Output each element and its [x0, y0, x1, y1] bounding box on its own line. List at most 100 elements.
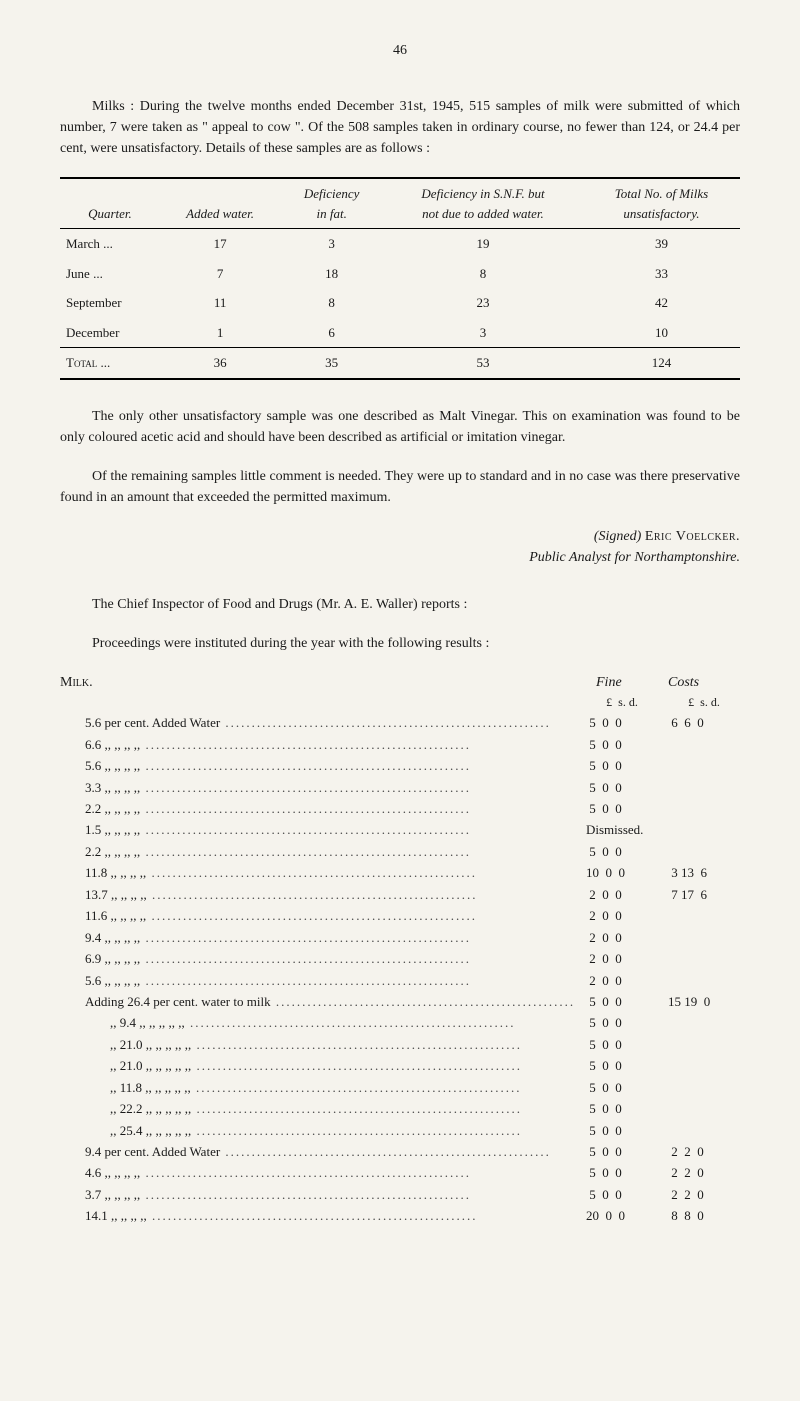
quarter-cell: June ...: [60, 259, 160, 289]
entry-label: 5.6 per cent. Added Water: [60, 712, 576, 733]
entry-label: ,, 11.8 ,, ,, ,, ,, ,,: [60, 1077, 576, 1098]
entry-costs: 2 2 0: [668, 1184, 740, 1205]
entry-fine: 2 0 0: [586, 948, 658, 969]
entry-label: 5.6 ,, ,, ,, ,,: [60, 970, 576, 991]
entry-label: 14.1 ,, ,, ,, ,,: [60, 1205, 576, 1226]
entry-costs: 7 17 6: [668, 884, 740, 905]
value-cell: 18: [280, 259, 383, 289]
col-deficiency-fat: Deficiency in fat.: [280, 178, 383, 229]
entry-label: 4.6 ,, ,, ,, ,,: [60, 1162, 576, 1183]
entry-costs: 3 13 6: [668, 862, 740, 883]
fine-costs-row: 6.6 ,, ,, ,, ,, 5 0 0: [60, 734, 740, 755]
col-deficiency-snf: Deficiency in S.N.F. but not due to adde…: [383, 178, 583, 229]
col-quarter: Quarter.: [60, 178, 160, 229]
para-remaining-samples: Of the remaining samples little comment …: [60, 466, 740, 508]
lsd-fine: £ s. d.: [586, 693, 658, 713]
fine-costs-row: ,, 21.0 ,, ,, ,, ,, ,, 5 0 0: [60, 1034, 740, 1055]
entry-label: 11.6 ,, ,, ,, ,,: [60, 905, 576, 926]
fine-costs-row: 13.7 ,, ,, ,, ,, 2 0 0 7 17 6: [60, 884, 740, 905]
para-malt-vinegar: The only other unsatisfactory sample was…: [60, 406, 740, 448]
entry-label: ,, 21.0 ,, ,, ,, ,, ,,: [60, 1034, 576, 1055]
value-cell: 1: [160, 318, 280, 348]
quarterly-table: Quarter. Added water. Deficiency in fat.…: [60, 177, 740, 380]
costs-header: Costs: [668, 672, 740, 693]
entry-label: ,, 22.2 ,, ,, ,, ,, ,,: [60, 1098, 576, 1119]
value-cell: 8: [280, 288, 383, 318]
table-row: September1182342: [60, 288, 740, 318]
value-cell: 8: [383, 259, 583, 289]
fine-costs-row: Adding 26.4 per cent. water to milk 5 0 …: [60, 991, 740, 1012]
quarter-cell: March ...: [60, 229, 160, 259]
entry-label: Adding 26.4 per cent. water to milk: [60, 991, 576, 1012]
entry-costs: 15 19 0: [668, 991, 740, 1012]
entry-label: 6.6 ,, ,, ,, ,,: [60, 734, 576, 755]
entry-label: 3.7 ,, ,, ,, ,,: [60, 1184, 576, 1205]
signature-name: Eric Voelcker.: [645, 529, 740, 544]
fine-costs-row: 3.7 ,, ,, ,, ,, 5 0 0 2 2 0: [60, 1184, 740, 1205]
fine-costs-row: ,, 25.4 ,, ,, ,, ,, ,, 5 0 0: [60, 1120, 740, 1141]
table-row: December16310: [60, 318, 740, 348]
entry-costs: 2 2 0: [668, 1141, 740, 1162]
entry-fine: 5 0 0: [586, 1012, 658, 1033]
entry-label: 3.3 ,, ,, ,, ,,: [60, 777, 576, 798]
entry-fine: 5 0 0: [586, 1141, 658, 1162]
entry-label: ,, 9.4 ,, ,, ,, ,, ,,: [60, 1012, 576, 1033]
value-cell: 6: [280, 318, 383, 348]
entry-fine: 20 0 0: [586, 1205, 658, 1226]
milk-heading-row: Milk. Fine Costs: [60, 672, 740, 693]
fine-costs-row: 2.2 ,, ,, ,, ,, 5 0 0: [60, 798, 740, 819]
fine-costs-row: 5.6 ,, ,, ,, ,, 2 0 0: [60, 970, 740, 991]
fine-costs-row: 5.6 ,, ,, ,, ,, 5 0 0: [60, 755, 740, 776]
fine-costs-row: 5.6 per cent. Added Water 5 0 0 6 6 0: [60, 712, 740, 733]
col-total-unsat: Total No. of Milks unsatisfactory.: [583, 178, 740, 229]
entry-fine: 2 0 0: [586, 970, 658, 991]
entry-fine: 5 0 0: [586, 1120, 658, 1141]
entry-fine: Dismissed.: [586, 819, 658, 840]
entry-fine: 5 0 0: [586, 712, 658, 733]
entry-label: 9.4 ,, ,, ,, ,,: [60, 927, 576, 948]
signature-signed: (Signed) Eric Voelcker.: [60, 526, 740, 547]
fine-costs-row: ,, 21.0 ,, ,, ,, ,, ,, 5 0 0: [60, 1055, 740, 1076]
value-cell: 3: [383, 318, 583, 348]
entry-fine: 2 0 0: [586, 905, 658, 926]
value-cell: 23: [383, 288, 583, 318]
entry-fine: 5 0 0: [586, 777, 658, 798]
entry-fine: 10 0 0: [586, 862, 658, 883]
value-cell: 33: [583, 259, 740, 289]
entry-costs: 2 2 0: [668, 1162, 740, 1183]
total-fat: 35: [280, 348, 383, 379]
fine-costs-row: 11.8 ,, ,, ,, ,, 10 0 0 3 13 6: [60, 862, 740, 883]
quarter-cell: September: [60, 288, 160, 318]
entry-costs: 6 6 0: [668, 712, 740, 733]
milk-heading: Milk.: [60, 672, 596, 693]
value-cell: 42: [583, 288, 740, 318]
entry-fine: 5 0 0: [586, 1184, 658, 1205]
entry-label: 6.9 ,, ,, ,, ,,: [60, 948, 576, 969]
table-row: March ...1731939: [60, 229, 740, 259]
fine-costs-row: 4.6 ,, ,, ,, ,, 5 0 0 2 2 0: [60, 1162, 740, 1183]
page-number: 46: [60, 40, 740, 61]
fine-costs-row: 11.6 ,, ,, ,, ,, 2 0 0: [60, 905, 740, 926]
entry-fine: 5 0 0: [586, 755, 658, 776]
table-head-row: Quarter. Added water. Deficiency in fat.…: [60, 178, 740, 229]
entry-fine: 2 0 0: [586, 927, 658, 948]
chief-inspector-line: The Chief Inspector of Food and Drugs (M…: [60, 594, 740, 615]
value-cell: 19: [383, 229, 583, 259]
fine-costs-row: 9.4 per cent. Added Water 5 0 0 2 2 0: [60, 1141, 740, 1162]
total-milks: 124: [583, 348, 740, 379]
total-label: Total ...: [60, 348, 160, 379]
entry-fine: 5 0 0: [586, 1077, 658, 1098]
value-cell: 39: [583, 229, 740, 259]
entry-fine: 5 0 0: [586, 841, 658, 862]
fine-costs-row: 6.9 ,, ,, ,, ,, 2 0 0: [60, 948, 740, 969]
value-cell: 11: [160, 288, 280, 318]
entry-label: 11.8 ,, ,, ,, ,,: [60, 862, 576, 883]
value-cell: 3: [280, 229, 383, 259]
entry-fine: 5 0 0: [586, 991, 658, 1012]
entry-fine: 5 0 0: [586, 798, 658, 819]
fine-costs-row: 14.1 ,, ,, ,, ,, 20 0 0 8 8 0: [60, 1205, 740, 1226]
entry-costs: 8 8 0: [668, 1205, 740, 1226]
entry-label: 2.2 ,, ,, ,, ,,: [60, 798, 576, 819]
value-cell: 10: [583, 318, 740, 348]
fine-costs-row: ,, 22.2 ,, ,, ,, ,, ,, 5 0 0: [60, 1098, 740, 1119]
